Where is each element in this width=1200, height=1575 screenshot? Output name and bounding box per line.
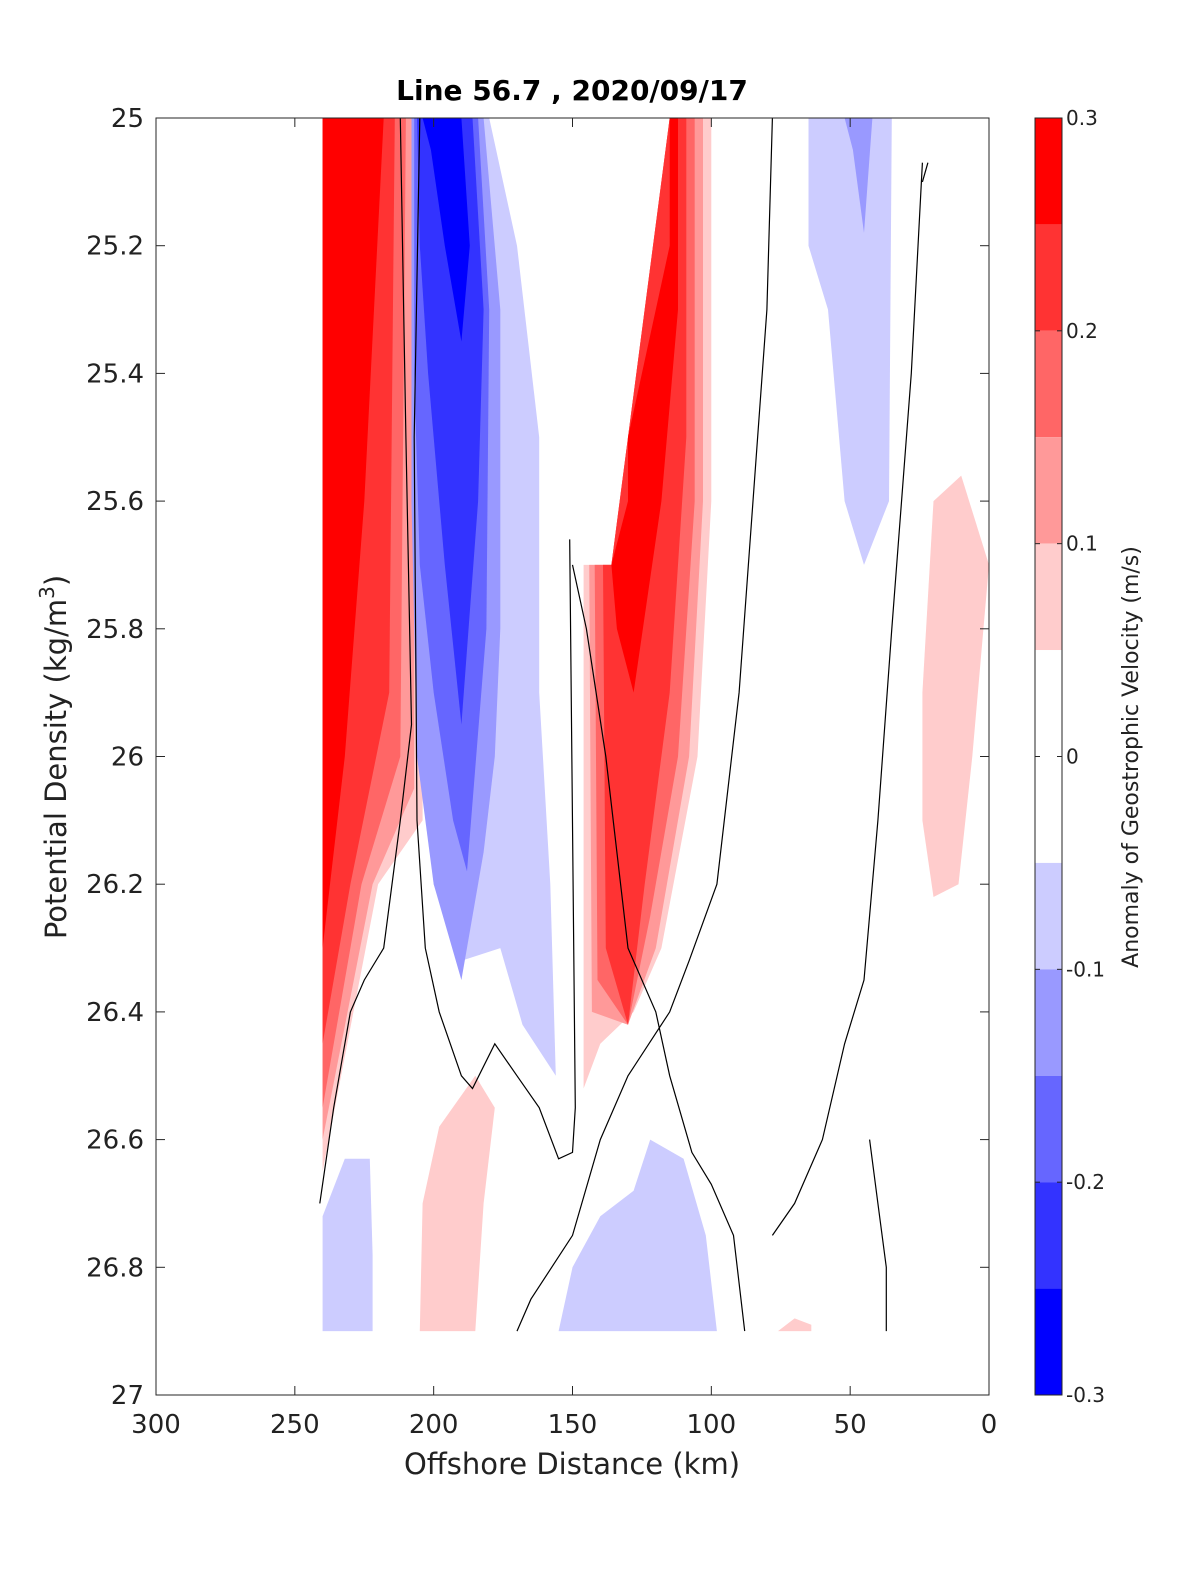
colorbar-level	[1035, 1182, 1062, 1289]
y-tick-label: 25.8	[86, 615, 144, 645]
plot-area: 300 250 200 150 100 50 0 2525.225.425.625.8262…	[86, 104, 997, 1440]
zero-contour-line-7	[921, 162, 929, 183]
y-tick-label: 25.6	[86, 487, 144, 517]
contour-region-cyclone-0.25	[422, 118, 470, 342]
contour-region-nearshore-pos-0.05	[922, 475, 989, 897]
colorbar: 0.3 0.2 0.1 0 -0.1 -0.2 -0.3 Anomaly of Geostr…	[1034, 106, 1144, 1407]
contour-region-nearshore-neg-0.10	[844, 118, 873, 233]
zero-contour-line-6	[869, 1139, 887, 1332]
colorbar-level	[1035, 543, 1062, 651]
contour-region-coastal-jet-0.25	[611, 118, 678, 693]
colorbar-tick-label: 0.2	[1066, 319, 1098, 343]
colorbar-tick-label: -0.1	[1066, 957, 1105, 981]
colorbar-level	[1035, 969, 1062, 1076]
y-tick-label: 26	[111, 743, 144, 773]
contour-region-deep-pos-west-0.05	[419, 1075, 495, 1332]
contour-region-west-jet-0.25	[322, 118, 384, 949]
zero-contour-layer	[319, 117, 929, 1332]
contour-region-deep-pos-east-0.05	[778, 1318, 812, 1332]
y-tick-label: 27	[111, 1381, 144, 1411]
zero-contour-line-3	[516, 117, 773, 1332]
y-tick-label: 26.4	[86, 998, 144, 1028]
x-tick-label: 300	[131, 1410, 181, 1440]
y-tick-label: 25	[111, 104, 144, 134]
colorbar-level	[1035, 1288, 1062, 1395]
zero-contour-line-5	[771, 162, 923, 1236]
y-axis-ticks: 25 25.2 25.4 25.6 25.8 26 26.2 26.4 26.6 26.8 27	[86, 104, 989, 1411]
zero-contour-line-4	[571, 564, 746, 1332]
contour-region-nearshore-neg-0.05	[808, 118, 892, 565]
colorbar-level	[1035, 330, 1062, 438]
zero-contour-line-2	[413, 117, 576, 1160]
x-tick-label: 200	[409, 1410, 459, 1440]
zero-contour-line-1	[319, 117, 413, 1204]
colorbar-ticks: 0.3 0.2 0.1 0 -0.1 -0.2 -0.3	[1035, 106, 1105, 1407]
x-tick-label: 0	[981, 1410, 998, 1440]
colorbar-tick-label: -0.3	[1066, 1383, 1105, 1407]
x-tick-label: 150	[548, 1410, 598, 1440]
x-axis-ticks: 300 250 200 150 100 50 0	[131, 118, 997, 1440]
colorbar-label: Anomaly of Geostrophic Velocity (m/s)	[1119, 546, 1144, 968]
y-axis-label-close: )	[39, 575, 73, 586]
colorbar-level	[1035, 437, 1062, 544]
colorbar-tick-label: -0.2	[1066, 1170, 1105, 1194]
x-tick-label: 50	[834, 1410, 867, 1440]
colorbar-level	[1035, 224, 1062, 331]
y-axis-label: Potential Density (kg/m3)	[35, 575, 73, 939]
colorbar-level	[1035, 1075, 1062, 1183]
chart-title: Line 56.7 , 2020/09/17	[396, 74, 748, 107]
y-tick-label: 26.6	[86, 1126, 144, 1156]
contour-region-deep-neg-west-0.05	[322, 1158, 373, 1332]
y-tick-label: 26.8	[86, 1253, 144, 1283]
colorbar-level	[1035, 118, 1062, 225]
y-axis-label-main: Potential Density (kg/m	[39, 599, 73, 939]
contour-region-deep-neg-center-0.05	[558, 1139, 717, 1332]
contour-fill-layer	[322, 118, 989, 1332]
x-tick-label: 100	[687, 1410, 737, 1440]
colorbar-level	[1035, 862, 1062, 970]
y-axis-label-superscript: 3	[35, 586, 59, 599]
x-tick-label: 250	[270, 1410, 320, 1440]
colorbar-tick-label: 0.1	[1066, 532, 1098, 556]
colorbar-levels	[1035, 118, 1062, 1395]
y-tick-label: 25.4	[86, 359, 144, 389]
colorbar-tick-label: 0	[1066, 745, 1079, 769]
y-tick-label: 26.2	[86, 870, 144, 900]
x-axis-label: Offshore Distance (km)	[404, 1447, 740, 1481]
y-tick-label: 25.2	[86, 232, 144, 262]
colorbar-tick-label: 0.3	[1066, 106, 1098, 130]
